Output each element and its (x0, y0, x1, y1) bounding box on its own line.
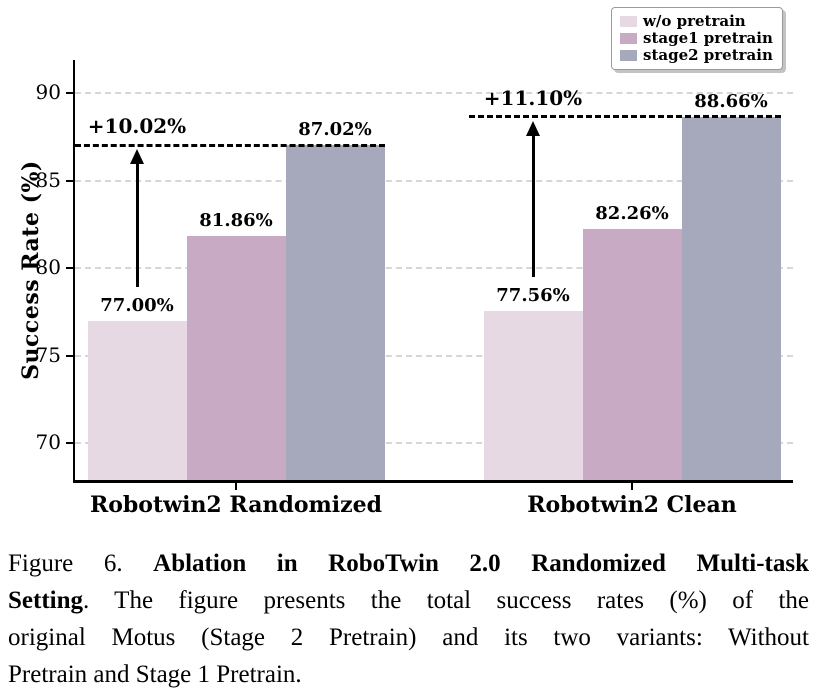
y-tick (66, 267, 75, 270)
annotation-label: +10.02% (87, 114, 187, 139)
bar-value-label: 88.66% (694, 90, 768, 112)
y-axis-spine (73, 60, 75, 482)
bar-value-label: 81.86% (199, 209, 273, 231)
annotation-arrow-shaft (531, 133, 535, 277)
gridline (75, 179, 793, 182)
legend-swatch-stage2-pretrain (620, 50, 637, 61)
bar (681, 116, 781, 480)
gridline (75, 92, 793, 95)
x-category-label: Robotwin2 Randomized (89, 492, 383, 518)
annotation-arrow-head (526, 120, 540, 136)
gridline (75, 442, 793, 445)
legend-label: stage1 pretrain (643, 29, 773, 47)
caption-line: Pretrain and Stage 1 Pretrain. (8, 656, 809, 693)
y-tick (66, 92, 75, 95)
legend-label: stage2 pretrain (643, 46, 773, 64)
bar-value-label: 82.26% (595, 202, 669, 224)
x-category-label: Robotwin2 Clean (527, 492, 737, 518)
bar (87, 320, 187, 480)
caption-figure-number: Figure 6. (8, 550, 123, 577)
annotation-dashline (75, 143, 385, 147)
y-axis-label: Success Rate (%) (18, 160, 44, 380)
caption-line: Setting. The figure presents the total s… (8, 582, 809, 619)
legend-item: w/o pretrain (620, 13, 773, 30)
y-tick-label: 75 (35, 342, 61, 367)
legend-item: stage2 pretrain (620, 47, 773, 64)
bar (483, 310, 583, 480)
annotation-label: +11.10% (483, 85, 583, 110)
y-tick-label: 80 (35, 255, 61, 280)
y-tick-label: 70 (35, 430, 61, 455)
legend-swatch-wo-pretrain (620, 16, 637, 27)
legend: w/o pretrain stage1 pretrain stage2 pret… (611, 7, 783, 70)
gridline (75, 267, 793, 270)
bar (186, 235, 286, 480)
legend-swatch-stage1-pretrain (620, 33, 637, 44)
y-tick (66, 179, 75, 182)
annotation-arrow-shaft (135, 162, 139, 287)
y-tick-label: 85 (35, 167, 61, 192)
caption-bold-title: Setting (8, 587, 83, 614)
caption-bold-title: Ablation in RoboTwin 2.0 Randomized Mult… (153, 550, 809, 577)
x-tick (235, 482, 237, 490)
annotation-dashline (468, 115, 781, 119)
bar (285, 145, 385, 480)
bar (582, 228, 682, 480)
bar-chart: 70 75 80 85 90 77.00% 77.56% 81.86% 82.26% 87.02%… (35, 60, 793, 518)
caption-text: . The figure presents the total success … (83, 587, 809, 614)
caption-line: original Motus (Stage 2 Pretrain) and it… (8, 619, 809, 656)
y-tick-label: 90 (35, 80, 61, 105)
annotation-arrow-head (130, 149, 144, 165)
figure-caption: Figure 6. Ablation in RoboTwin 2.0 Rando… (8, 545, 809, 693)
caption-text: original Motus (Stage 2 Pretrain) and it… (8, 624, 809, 651)
bar-value-label: 77.00% (100, 294, 174, 316)
caption-line: Figure 6. Ablation in RoboTwin 2.0 Rando… (8, 545, 809, 582)
bar-value-label: 87.02% (298, 119, 372, 141)
caption-text: Pretrain and Stage 1 Pretrain. (8, 661, 302, 688)
gridline (75, 354, 793, 357)
y-tick (66, 354, 75, 357)
legend-label: w/o pretrain (643, 12, 746, 30)
legend-item: stage1 pretrain (620, 30, 773, 47)
x-tick (631, 482, 633, 490)
y-tick (66, 442, 75, 445)
x-axis-spine (73, 480, 793, 483)
bar-value-label: 77.56% (496, 284, 570, 306)
